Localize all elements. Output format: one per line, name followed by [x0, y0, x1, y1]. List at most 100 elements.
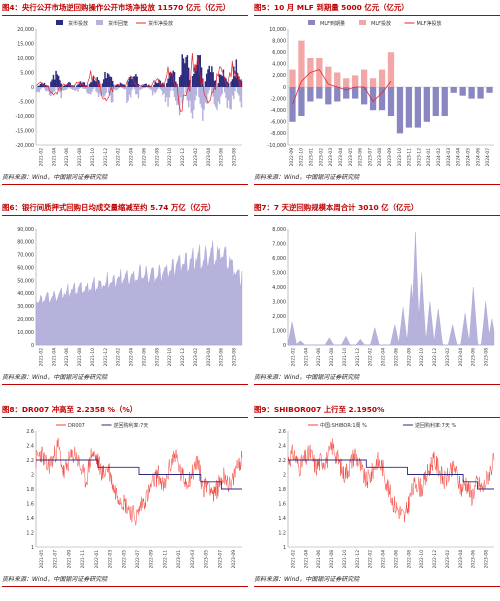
x-tick-label: 2023-09: [387, 148, 393, 167]
bar-withdrawal: [218, 87, 221, 105]
bar-withdrawal: [182, 87, 185, 96]
x-tick-label: 2021-10: [342, 348, 348, 367]
bar-withdrawal: [84, 87, 87, 90]
bar-injection: [118, 85, 120, 87]
bar-injection: [115, 84, 118, 87]
x-tick-label: 2022-06: [393, 550, 399, 569]
x-tick-label: 2021-02: [38, 348, 44, 367]
bar-injection: [198, 55, 200, 87]
bar-injection: [171, 73, 173, 87]
bar-withdrawal: [157, 87, 159, 89]
line-net: [36, 53, 242, 112]
x-tick-label: 2023-03: [190, 550, 196, 569]
bar-withdrawal: [162, 87, 164, 95]
bar-injection: [231, 79, 234, 87]
bar-injection: [105, 78, 108, 87]
bar-withdrawal: [123, 87, 126, 90]
bar-withdrawal: [97, 87, 100, 98]
panel-p5: 图5：10 月 MLF 到期量 5000 亿元（亿元） 10,000 8,000 6,…: [254, 0, 500, 186]
x-tick-label: 2024-06: [475, 148, 481, 167]
bar-withdrawal: [148, 87, 150, 89]
chart-title: 图7：7 天逆回购规模本周合计 3010 亿（亿元）: [254, 203, 419, 212]
x-tick-label: 2023-08: [377, 148, 383, 167]
x-tick-label: 2023-06: [471, 550, 477, 569]
bar-injection: [173, 72, 176, 87]
axes: 2.6 2.4 2.2 2 1.8 1.6 1.4 1.2 1 2021-05 2021-07 202…: [26, 429, 242, 569]
bar-injection: [106, 73, 109, 87]
bar-mlf-maturity: [316, 87, 323, 99]
x-tick-label: 2023-07: [217, 550, 223, 569]
x-tick-label: 2022-04: [381, 348, 387, 367]
x-tick-label: 2022-09: [289, 148, 295, 167]
bar-mlf-maturity: [352, 87, 359, 99]
bar-injection: [218, 74, 221, 87]
x-tick-label: 2022-03: [108, 550, 114, 569]
bar-withdrawal: [111, 87, 114, 103]
bar-injection: [158, 79, 160, 87]
x-tick-label: 2021-09: [66, 550, 72, 569]
x-tick-label: 2023-04: [206, 348, 212, 367]
x-tick-label: 2021-08: [77, 348, 83, 367]
line-shibor-1w: [287, 438, 495, 523]
y-tick-label: 90,000: [17, 227, 34, 233]
bar-injection: [39, 83, 42, 87]
chart-title: 图6：银行间质押式回购日均成交量缩减至约 5.74 万亿（亿元）: [2, 203, 216, 212]
x-tick-label: 2023-01: [309, 148, 315, 167]
x-tick-label: 2024-04: [456, 148, 462, 167]
bar-withdrawal: [113, 87, 115, 89]
y-tick-label: -4,000: [271, 108, 286, 114]
x-tick-label: 2022-06: [141, 348, 147, 367]
x-tick-label: 2023-04: [338, 148, 344, 167]
legend-swatch: [308, 20, 315, 25]
bar-injection: [178, 76, 181, 87]
bar-injection: [81, 83, 83, 87]
bar-withdrawal: [202, 87, 204, 121]
bar-withdrawal: [217, 87, 220, 102]
bar-withdrawal: [234, 87, 236, 92]
y-tick-label: 8,000: [272, 38, 286, 44]
bar-injection: [209, 72, 212, 87]
y-tick-label: 20,000: [17, 27, 34, 33]
bar-mlf-maturity: [298, 87, 305, 116]
bar-mlf-maturity: [450, 87, 457, 93]
source-note: 资料来源：Wind，中国银河证券研究院: [254, 374, 360, 381]
bar-withdrawal: [227, 87, 230, 101]
bar-mlf-injection: [298, 40, 305, 87]
bar-withdrawal: [52, 87, 55, 93]
bar-injection: [186, 55, 189, 87]
bar-withdrawal: [236, 87, 239, 93]
bar-injection: [55, 70, 57, 87]
bar-injection: [102, 79, 105, 87]
bar-withdrawal: [47, 87, 50, 92]
y-tick-label: 0: [283, 85, 286, 91]
bar-withdrawal: [221, 87, 223, 95]
x-tick-label: 2022-09: [149, 550, 155, 569]
bar-withdrawal: [229, 87, 231, 109]
bar-mlf-injection: [325, 66, 332, 87]
x-tick-label: 2021-04: [51, 348, 57, 367]
x-tick-label: 2021-11: [80, 550, 86, 569]
bar-injection: [214, 80, 217, 87]
x-tick-label: 2022-05: [121, 550, 127, 569]
bar-withdrawal: [176, 87, 178, 106]
bar-injection: [79, 81, 82, 87]
legend-label: MLF到期量: [320, 20, 345, 27]
bar-withdrawal: [240, 87, 243, 108]
bar-withdrawal: [144, 87, 146, 89]
bar-injection: [155, 82, 158, 87]
bar-injection: [132, 76, 135, 87]
y-tick-label: 2.2: [278, 458, 286, 464]
bar-withdrawal: [110, 87, 113, 103]
bar-withdrawal: [69, 87, 71, 89]
y-tick-label: 0: [283, 343, 286, 349]
y-tick-label: -10,000: [267, 143, 286, 149]
bar-withdrawal: [189, 87, 191, 101]
bar-injection: [223, 76, 226, 87]
x-tick-label: 2022-02: [368, 550, 374, 569]
bar-injection: [195, 65, 198, 87]
legend-label: MLF投放: [371, 20, 391, 27]
bar-injection: [82, 82, 84, 87]
bar-withdrawal: [180, 87, 182, 97]
legend-label: 货币净投放: [148, 20, 173, 27]
bar-injection: [133, 76, 136, 87]
